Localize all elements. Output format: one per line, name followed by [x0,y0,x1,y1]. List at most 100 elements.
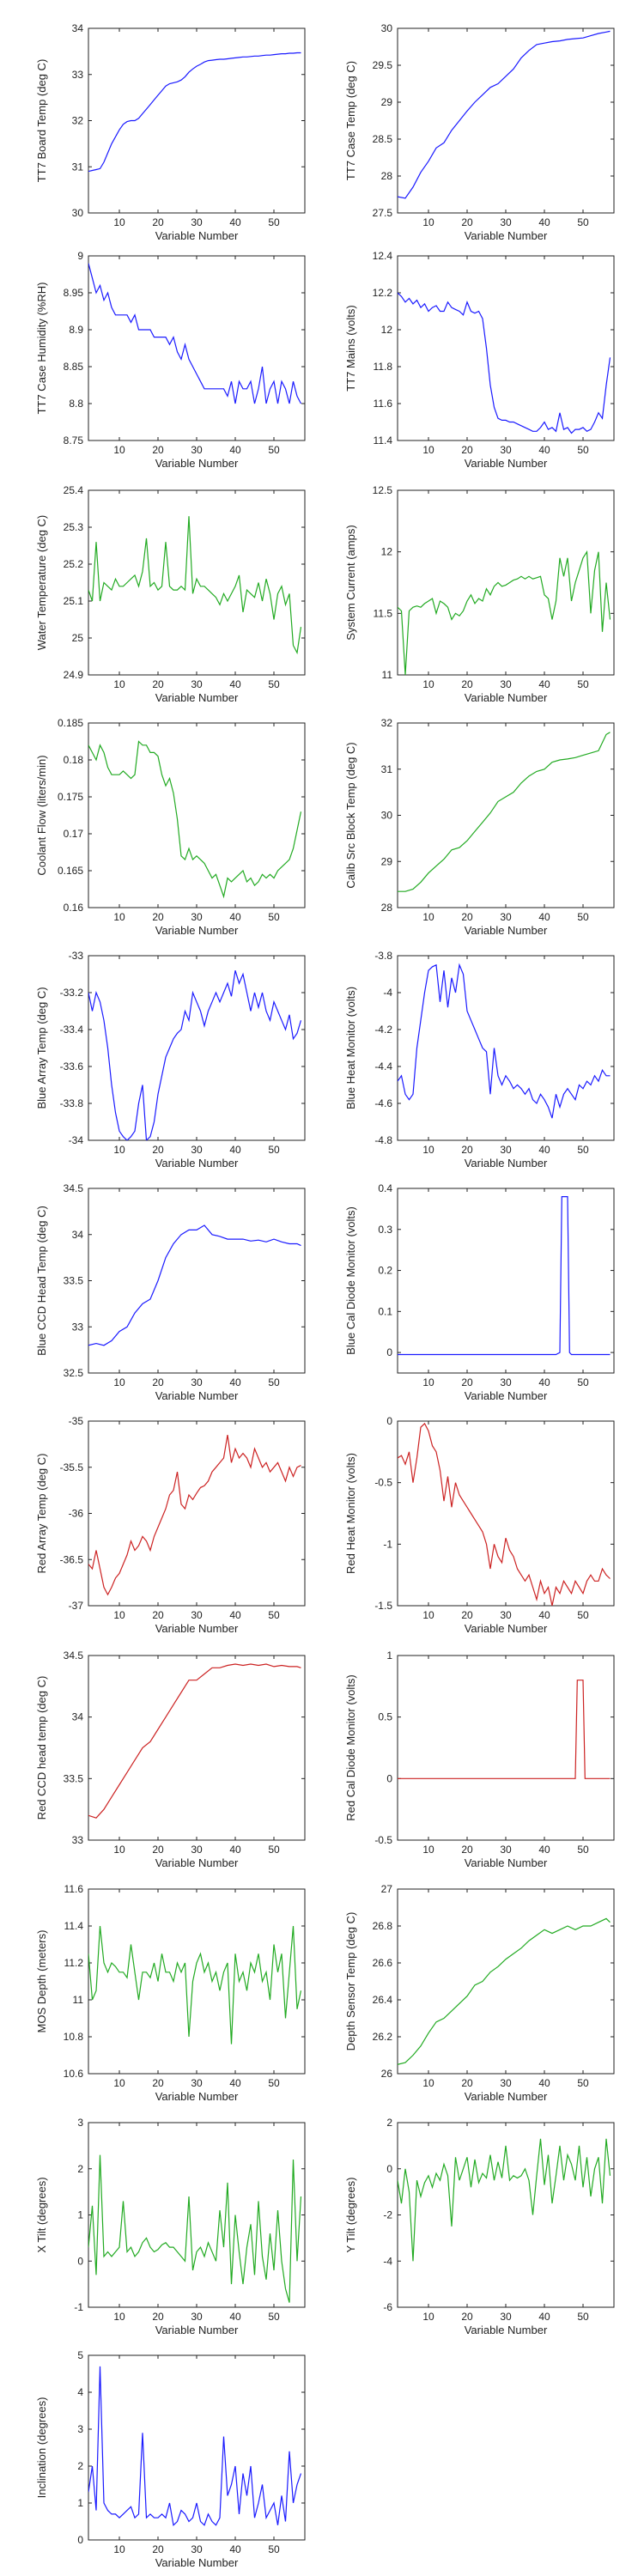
x-tick-label: 20 [152,444,164,456]
x-tick-label: 30 [191,444,203,456]
x-tick-label: 20 [461,1844,473,1856]
y-tick-label: -34 [69,1134,84,1146]
x-tick-label: 50 [268,444,280,456]
chart-8: 10 20 30 40 50 28 29 30 31 32 Variable Number Calib… [344,717,615,937]
x-tick-label: 40 [538,2077,550,2089]
x-tick-label: 20 [461,1376,473,1388]
y-tick-label: 8.9 [69,324,83,336]
y-tick-label: 12.5 [373,484,393,496]
y-axis-title: Red CCD head temp (deg C) [35,1676,48,1820]
x-axis-title: Variable Number [155,691,239,704]
x-tick-label: 20 [461,1609,473,1621]
y-tick-label: 11.2 [64,1957,84,1969]
y-tick-label: 0.4 [378,1182,392,1194]
series-line [88,1435,301,1596]
x-tick-label: 30 [500,678,512,690]
plot-frame [397,1888,615,2075]
y-tick-label: 0.185 [58,717,83,729]
x-axis-title: Variable Number [155,2090,239,2103]
y-tick-label: 32 [72,115,84,127]
x-tick-label: 20 [461,678,473,690]
chart-21: 10 20 30 40 50 0 1 2 3 4 5 Variable Number Inclinati… [35,2349,306,2569]
plot-frame [397,1188,615,1374]
y-tick-label: 24.9 [64,669,84,681]
y-tick-label: 11.6 [374,398,393,410]
y-axis-title: MOS Depth (meters) [35,1930,48,2033]
y-tick-label: 33 [72,1834,84,1846]
x-tick-label: 20 [461,216,473,228]
x-axis-title: Variable Number [155,1622,239,1635]
y-tick-label: 2 [386,2117,392,2129]
y-tick-label: 26.2 [373,2031,393,2043]
x-tick-label: 10 [113,1609,125,1621]
y-tick-label: 11.4 [374,434,393,447]
x-axis-title: Variable Number [155,229,239,242]
x-tick-label: 40 [538,216,550,228]
y-axis-title: TT7 Board Temp (deg C) [35,59,48,183]
plot-frame [88,2122,306,2308]
y-tick-label: 28 [381,902,393,914]
series-line [88,1925,302,2044]
y-axis-title: Y Tilt (degrees) [344,2178,357,2253]
y-tick-label: 26.4 [373,1994,393,2006]
x-tick-label: 40 [538,2311,550,2323]
x-tick-label: 10 [422,2311,434,2323]
y-tick-label: 29.5 [373,59,393,71]
y-tick-label: 34.5 [64,1182,84,1194]
x-axis-title: Variable Number [155,2324,239,2336]
x-tick-label: 40 [229,1376,241,1388]
x-tick-label: 20 [152,2077,164,2089]
y-tick-label: 25 [72,632,84,644]
y-tick-label: 1 [77,2497,83,2509]
x-tick-label: 50 [577,911,589,923]
x-tick-label: 40 [229,1609,241,1621]
y-tick-label: 30 [72,207,84,219]
plot-frame [88,255,306,441]
x-tick-label: 50 [577,216,589,228]
x-tick-label: 10 [113,1144,125,1156]
x-tick-label: 10 [422,678,434,690]
x-tick-label: 10 [113,216,125,228]
x-tick-label: 40 [229,2311,241,2323]
x-tick-label: 10 [113,2311,125,2323]
x-tick-label: 50 [268,2543,280,2555]
y-axis-title: Red Array Temp (deg C) [35,1454,48,1574]
x-tick-label: 20 [152,1844,164,1856]
series-line [88,52,301,173]
chart-20: 10 20 30 40 50 -6 -4 -2 0 2 Variable Number Y Tilt … [344,2117,615,2336]
y-tick-label: -33.4 [60,1024,84,1036]
y-axis-title: Water Temperature (deg C) [35,515,48,651]
x-tick-label: 40 [538,1144,550,1156]
y-tick-label: 0.5 [378,1711,392,1723]
series-line [88,740,302,899]
y-tick-label: 12 [381,324,393,336]
y-tick-label: -33.2 [60,987,84,999]
series-line [88,970,302,1140]
y-tick-label: 8.95 [64,287,84,299]
y-tick-label: 32.5 [64,1367,84,1379]
y-tick-label: 25.3 [64,521,84,533]
x-axis-title: Variable Number [155,924,239,937]
x-tick-label: 50 [268,1376,280,1388]
x-tick-label: 30 [191,216,203,228]
x-tick-label: 10 [422,1376,434,1388]
x-tick-label: 10 [422,2077,434,2089]
x-tick-label: 20 [152,911,164,923]
x-tick-label: 50 [268,1144,280,1156]
x-tick-label: 50 [268,911,280,923]
x-tick-label: 20 [152,216,164,228]
x-tick-label: 20 [152,1144,164,1156]
y-axis-title: System Current (amps) [344,525,357,640]
y-tick-label: -35.5 [60,1461,84,1473]
series-line [398,1195,611,1356]
y-tick-label: 0.17 [64,828,84,840]
x-axis-title: Variable Number [465,2090,548,2103]
y-axis-title: Blue Cal Diode Monitor (volts) [344,1206,357,1355]
y-tick-label: 2 [77,2163,83,2175]
plot-frame [88,1655,306,1841]
x-tick-label: 40 [538,911,550,923]
y-tick-label: 31 [72,161,84,173]
y-axis-title: Blue Array Temp (deg C) [35,987,48,1109]
x-tick-label: 30 [191,1376,203,1388]
y-axis-title: Depth Sensor Temp (deg C) [344,1912,357,2051]
